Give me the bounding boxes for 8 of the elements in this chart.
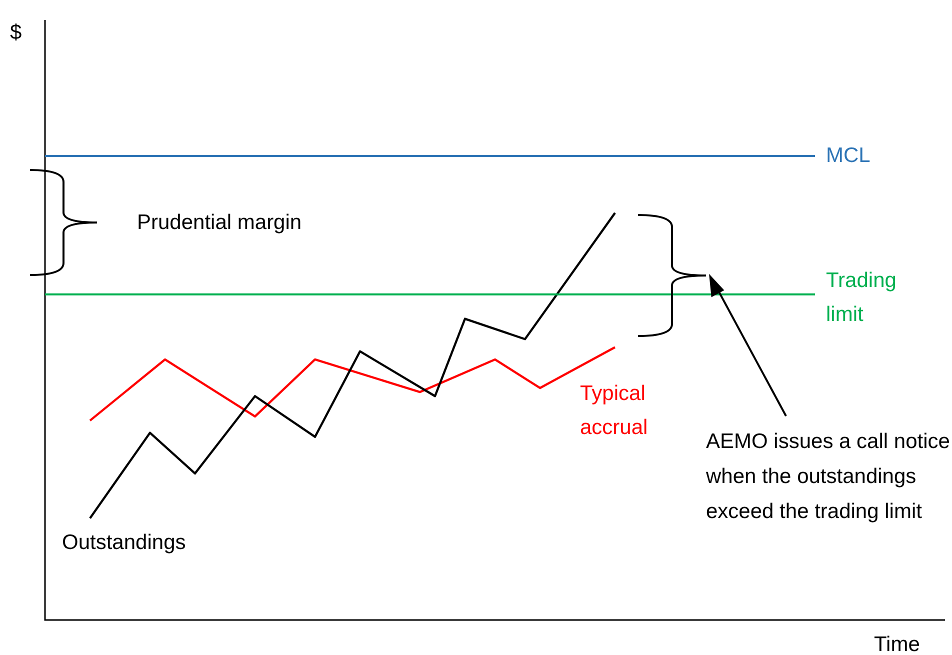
annotation: Prudential margin xyxy=(137,210,302,236)
series-label: Typical accrual xyxy=(580,381,649,441)
ref-line-label: Trading limit xyxy=(826,269,896,326)
series-label: Outstandings xyxy=(62,530,186,556)
x-axis-title: Time xyxy=(874,632,920,655)
annotation: AEMO issues a call notice when the outstandings exceed the trading limit xyxy=(706,429,951,525)
text: $ xyxy=(10,20,22,46)
ref-line-label: MCL xyxy=(826,144,870,167)
